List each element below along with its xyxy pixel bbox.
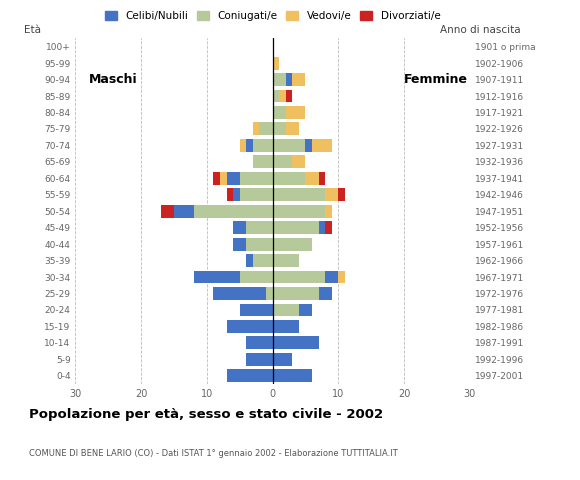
Text: Maschi: Maschi [89, 73, 137, 86]
Bar [273, 287, 318, 300]
Bar [338, 188, 345, 201]
Bar [213, 287, 266, 300]
Bar [325, 205, 332, 217]
Bar [246, 238, 273, 251]
Text: Femmine: Femmine [404, 73, 468, 86]
Bar [273, 353, 292, 366]
Bar [233, 221, 246, 234]
Bar [306, 172, 318, 185]
Bar [273, 172, 306, 185]
Bar [240, 139, 246, 152]
Bar [253, 139, 273, 152]
Bar [246, 353, 273, 366]
Bar [286, 90, 292, 102]
Bar [246, 336, 273, 349]
Bar [174, 205, 194, 217]
Legend: Celibi/Nubili, Coniugati/e, Vedovi/e, Divorziati/e: Celibi/Nubili, Coniugati/e, Vedovi/e, Di… [103, 9, 443, 23]
Bar [273, 271, 325, 284]
Text: Età: Età [24, 25, 41, 35]
Bar [194, 271, 240, 284]
Bar [286, 73, 292, 86]
Bar [273, 336, 318, 349]
Bar [273, 238, 312, 251]
Bar [292, 73, 306, 86]
Bar [253, 156, 273, 168]
Bar [259, 122, 273, 135]
Bar [273, 303, 299, 316]
Bar [273, 122, 286, 135]
Bar [318, 287, 332, 300]
Bar [240, 271, 273, 284]
Bar [273, 205, 325, 217]
Bar [273, 106, 286, 119]
Bar [273, 57, 279, 70]
Bar [273, 156, 292, 168]
Text: Anno di nascita: Anno di nascita [440, 25, 521, 35]
Bar [273, 188, 325, 201]
Bar [266, 287, 273, 300]
Bar [233, 188, 240, 201]
Bar [286, 122, 299, 135]
Bar [246, 139, 253, 152]
Bar [253, 254, 273, 267]
Text: Popolazione per età, sesso e stato civile - 2002: Popolazione per età, sesso e stato civil… [29, 408, 383, 420]
Text: COMUNE DI BENE LARIO (CO) - Dati ISTAT 1° gennaio 2002 - Elaborazione TUTTITALIA: COMUNE DI BENE LARIO (CO) - Dati ISTAT 1… [29, 449, 398, 458]
Bar [273, 139, 306, 152]
Bar [246, 221, 273, 234]
Bar [233, 238, 246, 251]
Bar [312, 139, 332, 152]
Bar [227, 369, 273, 382]
Bar [161, 205, 174, 217]
Bar [279, 90, 286, 102]
Bar [318, 221, 325, 234]
Bar [325, 188, 338, 201]
Bar [194, 205, 273, 217]
Bar [292, 156, 306, 168]
Bar [213, 172, 220, 185]
Bar [273, 369, 312, 382]
Bar [253, 122, 259, 135]
Bar [240, 172, 273, 185]
Bar [318, 172, 325, 185]
Bar [246, 254, 253, 267]
Bar [227, 320, 273, 333]
Bar [325, 271, 338, 284]
Bar [286, 106, 306, 119]
Bar [273, 320, 299, 333]
Bar [273, 73, 286, 86]
Bar [227, 172, 240, 185]
Bar [325, 221, 332, 234]
Bar [227, 188, 233, 201]
Bar [220, 172, 227, 185]
Bar [338, 271, 345, 284]
Bar [273, 221, 318, 234]
Bar [306, 139, 312, 152]
Bar [299, 303, 312, 316]
Bar [273, 254, 299, 267]
Bar [240, 303, 273, 316]
Bar [273, 90, 279, 102]
Bar [240, 188, 273, 201]
